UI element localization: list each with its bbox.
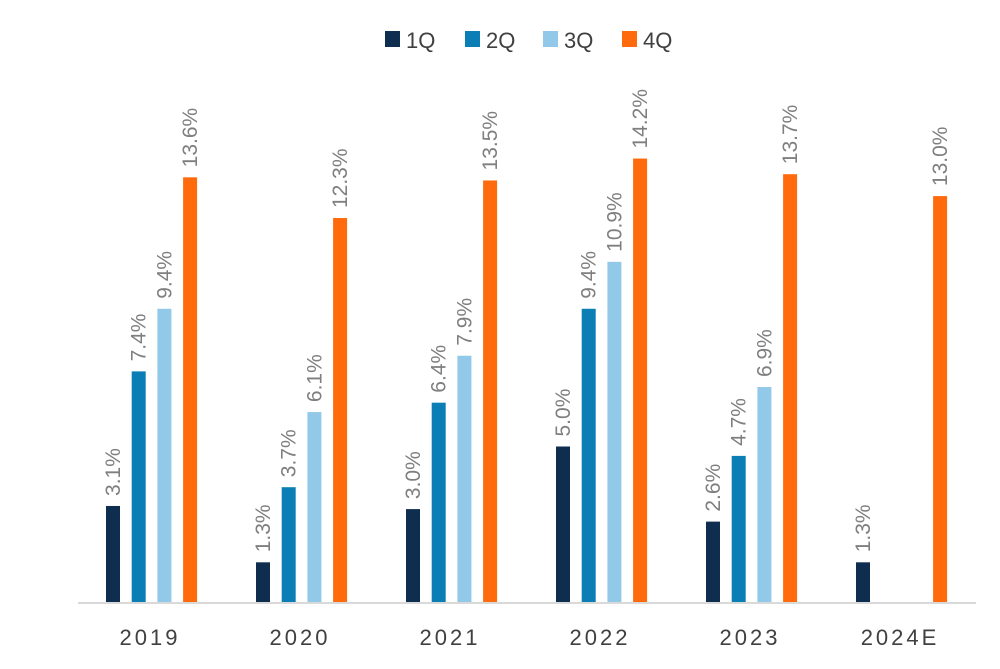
data-label-2021-4Q: 13.5% (479, 111, 502, 171)
legend-label-1Q: 1Q (406, 28, 435, 53)
data-label-2019-2Q: 7.4% (128, 314, 151, 362)
legend-label-2Q: 2Q (486, 28, 515, 53)
bar-2020-3Q (307, 412, 322, 603)
data-label-2020-2Q: 3.7% (278, 429, 301, 477)
data-label-2023-1Q: 2.6% (702, 464, 725, 512)
data-labels: 3.1%7.4%9.4%13.6%1.3%3.7%6.1%12.3%3.0%6.… (102, 89, 952, 552)
bar-2023-1Q (706, 521, 720, 603)
data-label-2021-3Q: 7.9% (453, 298, 476, 346)
data-label-2020-4Q: 12.3% (329, 148, 352, 208)
category-labels: 2019 2020 2021 2022 2023 2024E (120, 625, 940, 650)
bar-2020-2Q (281, 487, 296, 603)
data-label-2021-2Q: 6.4% (428, 345, 451, 393)
bar-2019-2Q (131, 371, 146, 603)
bar-2022-3Q (607, 261, 622, 603)
bar-2024E-4Q (933, 196, 948, 603)
bar-2021-2Q (431, 402, 446, 603)
data-label-2023-2Q: 4.7% (728, 398, 751, 446)
bar-2020-4Q (333, 218, 348, 603)
bar-2023-3Q (757, 387, 772, 603)
legend-swatch-4Q (622, 31, 637, 47)
bar-2024E-1Q (856, 562, 870, 603)
bar-2020-1Q (256, 562, 270, 603)
data-label-2023-3Q: 6.9% (753, 329, 776, 377)
bar-2022-1Q (556, 446, 570, 603)
bar-2022-4Q (633, 158, 648, 604)
category-label-2023: 2023 (720, 625, 781, 650)
data-label-2022-1Q: 5.0% (552, 389, 575, 437)
category-label-2019: 2019 (120, 625, 181, 650)
category-label-2021: 2021 (420, 625, 481, 650)
bar-2019-3Q (157, 308, 172, 603)
bar-2023-2Q (731, 455, 746, 603)
data-label-2021-1Q: 3.0% (402, 451, 425, 499)
legend: 1Q 2Q 3Q 4Q (385, 28, 672, 53)
bar-2021-4Q (483, 180, 498, 603)
legend-swatch-2Q (465, 31, 480, 47)
category-label-2024E: 2024E (861, 625, 940, 650)
legend-label-4Q: 4Q (643, 28, 672, 53)
data-label-2024E-4Q: 13.0% (929, 127, 952, 187)
bar-2021-3Q (457, 355, 472, 603)
category-label-2022: 2022 (570, 625, 631, 650)
bar-2019-4Q (183, 177, 198, 603)
data-label-2019-4Q: 13.6% (179, 108, 202, 168)
data-label-2020-1Q: 1.3% (252, 504, 275, 552)
data-label-2019-3Q: 9.4% (153, 251, 176, 299)
legend-swatch-3Q (543, 31, 558, 47)
legend-swatch-1Q (385, 31, 400, 47)
bar-2021-1Q (406, 509, 420, 603)
data-label-2022-2Q: 9.4% (578, 251, 601, 299)
data-label-2024E-1Q: 1.3% (852, 504, 875, 552)
bar-2023-4Q (783, 174, 798, 603)
data-label-2023-4Q: 13.7% (779, 105, 802, 165)
category-label-2020: 2020 (270, 625, 331, 650)
data-label-2022-3Q: 10.9% (603, 192, 626, 252)
legend-label-3Q: 3Q (564, 28, 593, 53)
bar-2022-2Q (581, 308, 596, 603)
data-label-2019-1Q: 3.1% (102, 448, 125, 496)
bars (106, 158, 948, 604)
data-label-2022-4Q: 14.2% (629, 89, 652, 149)
data-label-2020-3Q: 6.1% (303, 354, 326, 402)
bar-2019-1Q (106, 505, 120, 603)
